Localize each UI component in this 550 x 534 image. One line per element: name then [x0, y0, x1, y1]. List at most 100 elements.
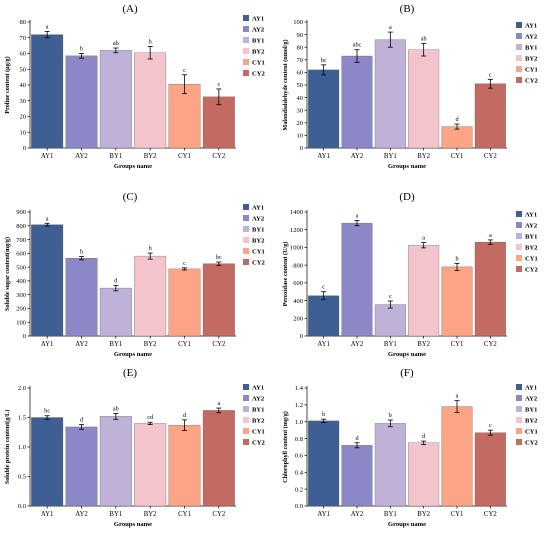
legend-swatch — [516, 44, 522, 50]
bar-cy1 — [441, 266, 473, 337]
x-tick-label: CY2 — [484, 511, 497, 518]
x-tick-label: AY1 — [41, 511, 54, 518]
x-tick-label: AY2 — [351, 341, 364, 348]
y-tick-label: 900 — [16, 209, 26, 216]
legend-label: AY1 — [525, 23, 537, 30]
bar-ay2 — [65, 426, 98, 507]
x-tick-label: CY1 — [451, 341, 464, 348]
legend-swatch — [516, 66, 522, 72]
x-tick-label: AY2 — [351, 153, 364, 160]
y-tick-label: 0.0 — [18, 503, 26, 510]
legend-swatch — [243, 59, 249, 65]
legend-label: AY1 — [252, 385, 264, 392]
significance-letter: a — [456, 393, 459, 400]
panel-title: (E) — [123, 367, 137, 379]
legend-swatch — [243, 259, 249, 265]
x-tick-label: BY1 — [384, 341, 397, 348]
y-tick-label: 400 — [293, 298, 303, 305]
y-tick-label: 10 — [297, 133, 304, 140]
bar-ay2 — [341, 55, 373, 149]
y-tick-label: 20 — [297, 120, 304, 127]
legend-label: BY1 — [525, 45, 537, 52]
bar-ay1 — [31, 417, 64, 507]
legend-label: CY2 — [252, 71, 266, 78]
legend: AY1 AY2 BY1 BY2 CY1 CY2 — [243, 204, 266, 267]
legend-label: CY1 — [252, 249, 265, 256]
legend-label: CY2 — [525, 440, 539, 447]
legend-swatch — [243, 215, 249, 221]
y-tick-label: 100 — [293, 19, 303, 26]
bar-by1 — [99, 416, 132, 507]
significance-letter: c — [183, 67, 186, 74]
legend-label: AY2 — [525, 34, 538, 41]
legend-swatch — [516, 33, 522, 39]
y-tick-label: 400 — [16, 278, 26, 285]
legend: AY1 AY2 BY1 BY2 CY1 CY2 — [243, 15, 266, 78]
legend-label: CY1 — [525, 67, 538, 74]
y-tick-label: 50 — [297, 82, 304, 89]
x-tick-label: AY1 — [41, 341, 54, 348]
panel-title: (B) — [400, 3, 415, 15]
legend-swatch — [516, 211, 522, 217]
legend-label: CY2 — [525, 78, 539, 85]
legend-swatch — [516, 395, 522, 401]
x-tick-label: BY1 — [384, 153, 397, 160]
significance-letter: b — [322, 411, 325, 418]
significance-letter: cd — [147, 414, 154, 421]
x-tick-label: AY2 — [75, 341, 88, 348]
legend-swatch — [243, 248, 249, 254]
y-tick-label: 1.5 — [18, 415, 26, 422]
y-tick-label: 30 — [297, 107, 304, 114]
legend-swatch — [243, 26, 249, 32]
significance-letter: b — [80, 249, 83, 256]
bar-by1 — [374, 304, 406, 337]
bar-by2 — [134, 255, 167, 337]
legend-swatch — [243, 15, 249, 21]
legend: AY1 AY2 BY1 BY2 CY1 CY2 — [516, 22, 539, 85]
y-tick-label: 1400 — [290, 209, 303, 216]
legend-label: BY2 — [252, 49, 265, 56]
legend-label: BY1 — [525, 234, 537, 241]
x-axis-label: Groups name — [388, 351, 426, 358]
y-tick-label: 80 — [20, 19, 27, 26]
y-tick-label: 600 — [16, 251, 26, 258]
x-tick-label: CY2 — [212, 341, 225, 348]
legend-swatch — [243, 226, 249, 232]
bar-cy2 — [474, 83, 506, 149]
y-tick-label: 60 — [297, 70, 304, 77]
bar-by2 — [408, 49, 440, 149]
x-tick-label: AY1 — [317, 511, 330, 518]
x-tick-label: CY1 — [178, 511, 191, 518]
legend-swatch — [516, 406, 522, 412]
y-tick-label: 800 — [16, 223, 26, 230]
y-tick-label: 600 — [293, 280, 303, 287]
significance-letter: bc — [321, 57, 327, 64]
legend-swatch — [243, 48, 249, 54]
significance-letter: d — [183, 412, 187, 419]
y-tick-label: 800 — [293, 262, 303, 269]
legend-label: BY1 — [252, 227, 264, 234]
legend-label: AY1 — [252, 16, 264, 23]
significance-letter: d — [80, 417, 84, 424]
y-tick-label: 0 — [300, 333, 303, 340]
legend-label: CY1 — [525, 429, 538, 436]
bar-cy1 — [441, 406, 473, 507]
panel-title: (F) — [400, 367, 414, 379]
y-axis-label: Soluble sugar content(mg/g) — [4, 237, 11, 311]
legend-swatch — [516, 77, 522, 83]
bar-ay1 — [31, 34, 64, 149]
legend-label: BY2 — [525, 418, 538, 425]
significance-letter: c — [183, 260, 186, 267]
y-tick-label: 40 — [297, 95, 304, 102]
panel-title: (A) — [122, 3, 138, 15]
x-tick-label: CY2 — [212, 511, 225, 518]
significance-letter: c — [389, 293, 392, 300]
bar-cy2 — [202, 410, 235, 507]
x-axis-label: Groups name — [388, 521, 426, 528]
y-tick-label: 0.2 — [295, 486, 303, 493]
x-tick-label: BY1 — [109, 153, 122, 160]
significance-letter: b — [149, 38, 152, 45]
significance-letter: a — [46, 23, 49, 30]
legend-label: BY1 — [252, 407, 264, 414]
